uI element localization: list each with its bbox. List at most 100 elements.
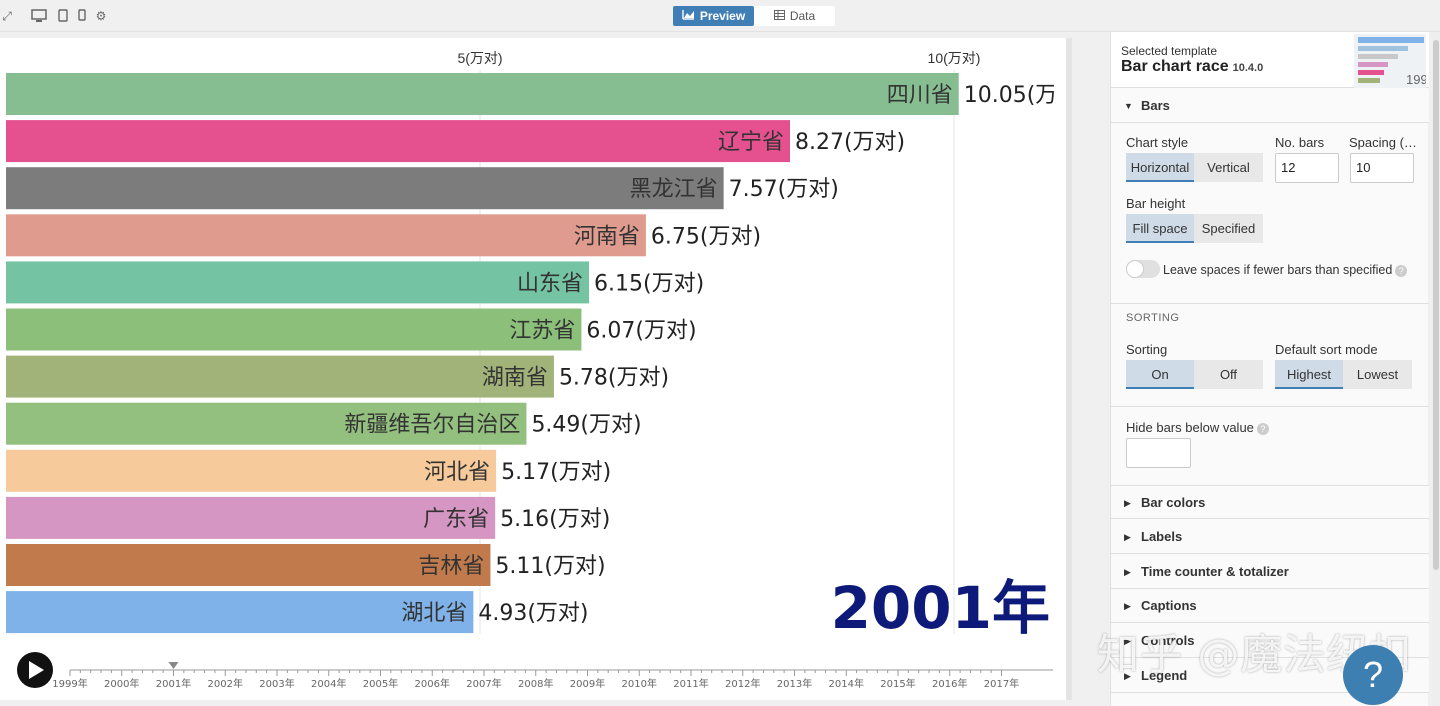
bar (6, 261, 590, 304)
bar-category-label: 河南省 (574, 224, 640, 249)
bar (6, 591, 474, 634)
timeline-handle[interactable] (168, 662, 179, 669)
bar-category-label: 河北省 (424, 460, 490, 485)
leave-spaces-row: Leave spaces if fewer bars than specifie… (1163, 263, 1408, 277)
tablet-icon[interactable] (56, 9, 70, 23)
timeline-year-label: 2002年 (208, 677, 243, 690)
play-icon[interactable] (29, 661, 44, 679)
bar-value-label: 6.15(万对) (594, 271, 704, 296)
caret-right-icon: ▶ (1124, 601, 1131, 611)
section-legend-label: Legend (1141, 668, 1188, 683)
top-toolbar: ⤢ ⚙ Preview Data (0, 0, 1440, 32)
caret-right-icon: ▶ (1124, 636, 1131, 646)
timeline-year-label: 2014年 (829, 677, 864, 690)
chart-style-toggle: Horizontal Vertical (1126, 153, 1263, 182)
bar-value-label: 5.11(万对) (495, 554, 605, 579)
bar (6, 308, 582, 351)
bar (6, 120, 790, 163)
chart-style-vertical[interactable]: Vertical (1194, 153, 1263, 182)
sort-mode-label: Default sort mode (1275, 342, 1378, 357)
caret-down-icon: ▼ (1124, 101, 1133, 111)
caret-right-icon: ▶ (1124, 498, 1131, 508)
desktop-icon[interactable] (31, 9, 47, 23)
bar-value-label: 10.05(万对) (964, 83, 1066, 108)
timeline-year-label: 2006年 (415, 677, 450, 690)
panel-scrollbar-thumb[interactable] (1433, 40, 1439, 570)
divider (1111, 406, 1429, 407)
sorting-off[interactable]: Off (1194, 360, 1263, 389)
bar-value-label: 5.49(万对) (531, 413, 641, 438)
bar-category-label: 广东省 (423, 507, 489, 532)
section-bar-colors-label: Bar colors (1141, 495, 1206, 510)
bar-height-fill-space[interactable]: Fill space (1126, 214, 1194, 243)
section-time-counter[interactable]: ▶ Time counter & totalizer (1111, 555, 1429, 589)
bar (6, 214, 646, 257)
timeline-year-label: 2004年 (311, 677, 346, 690)
timeline-year-label: 2010年 (622, 677, 657, 690)
hide-below-input[interactable] (1126, 438, 1191, 468)
help-icon[interactable]: ? (1395, 264, 1408, 277)
chart-style-label: Chart style (1126, 135, 1189, 150)
x-tick-label: 10(万对) (928, 50, 981, 66)
chart-icon (682, 6, 695, 26)
timeline-year-label: 2016年 (932, 677, 967, 690)
tab-data[interactable]: Data (754, 6, 835, 26)
no-bars-input[interactable]: 12 (1275, 153, 1339, 183)
bar-value-label: 8.27(万对) (795, 130, 905, 155)
timeline-year-label: 2001年 (156, 677, 191, 690)
bar-category-label: 吉林省 (418, 554, 484, 579)
x-tick-label: 5(万对) (457, 50, 502, 66)
bar-value-label: 5.16(万对) (500, 507, 610, 532)
section-bar-colors[interactable]: ▶ Bar colors (1111, 485, 1429, 519)
tab-data-label: Data (789, 9, 816, 23)
section-captions[interactable]: ▶ Captions (1111, 589, 1429, 623)
bar (6, 402, 527, 445)
bar-height-specified[interactable]: Specified (1194, 214, 1263, 243)
spacing-input[interactable]: 10 (1350, 153, 1414, 183)
panel-scrollbar[interactable] (1432, 32, 1440, 706)
timeline-year-label: 2009年 (570, 677, 605, 690)
bar (6, 355, 554, 398)
leave-spaces-label: Leave spaces if fewer bars than specifie… (1163, 263, 1393, 277)
bar-category-label: 山东省 (517, 271, 583, 296)
bar-category-label: 新疆维吾尔自治区 (344, 413, 520, 438)
bar-value-label: 5.78(万对) (559, 366, 669, 391)
bar-value-label: 5.17(万对) (501, 460, 611, 485)
help-button[interactable]: ? (1343, 645, 1403, 705)
timeline-year-label: 2000年 (104, 677, 139, 690)
bars-group: 四川省 10.05(万对) 辽宁省 8.27(万对) 黑龙江省 7.57(万对) 河南省 6.… (6, 73, 1066, 634)
timeline-year-label: 2012年 (725, 677, 760, 690)
divider (1111, 303, 1429, 304)
time-counter: 2001年 (831, 574, 1050, 642)
caret-right-icon: ▶ (1124, 671, 1131, 681)
chart-style-horizontal[interactable]: Horizontal (1126, 153, 1194, 182)
timeline-year-label: 2011年 (673, 677, 708, 690)
mobile-icon[interactable] (75, 9, 89, 23)
bar-value-label: 4.93(万对) (478, 601, 588, 626)
gear-icon[interactable]: ⚙ (95, 9, 107, 23)
sorting-on[interactable]: On (1126, 360, 1194, 389)
preview-scrollbar[interactable] (1066, 38, 1072, 700)
section-labels[interactable]: ▶ Labels (1111, 520, 1429, 554)
sorting-heading: SORTING (1126, 312, 1180, 324)
template-name: Bar chart race 10.4.0 (1121, 58, 1263, 76)
bar (6, 73, 959, 115)
sort-mode-highest[interactable]: Highest (1275, 360, 1343, 389)
timeline-year-label: 2007年 (466, 677, 501, 690)
section-bars[interactable]: ▼ Bars (1111, 89, 1429, 123)
template-thumbnail-year: 1995 (1406, 72, 1426, 87)
tab-preview-label: Preview (699, 9, 746, 23)
template-header[interactable]: Selected template Bar chart race 10.4.0 1… (1111, 32, 1429, 88)
sort-mode-lowest[interactable]: Lowest (1343, 360, 1412, 389)
bar-chart-race: 5(万对) 10(万对) 四川省 10.05(万对) 辽宁省 8.27(万对) 黑龙江省 7.… (6, 50, 1066, 690)
help-icon[interactable]: ? (1256, 422, 1269, 435)
leave-spaces-toggle[interactable] (1126, 260, 1160, 278)
expand-icon[interactable]: ⤢ (2, 9, 12, 23)
tab-preview[interactable]: Preview (673, 6, 754, 26)
bar (6, 167, 724, 210)
bar-category-label: 湖南省 (482, 366, 548, 391)
spacing-label: Spacing (… (1349, 135, 1417, 150)
sort-mode-toggle: Highest Lowest (1275, 360, 1412, 389)
template-thumbnail: 1995 (1354, 34, 1426, 88)
bar-value-label: 7.57(万对) (729, 177, 839, 202)
